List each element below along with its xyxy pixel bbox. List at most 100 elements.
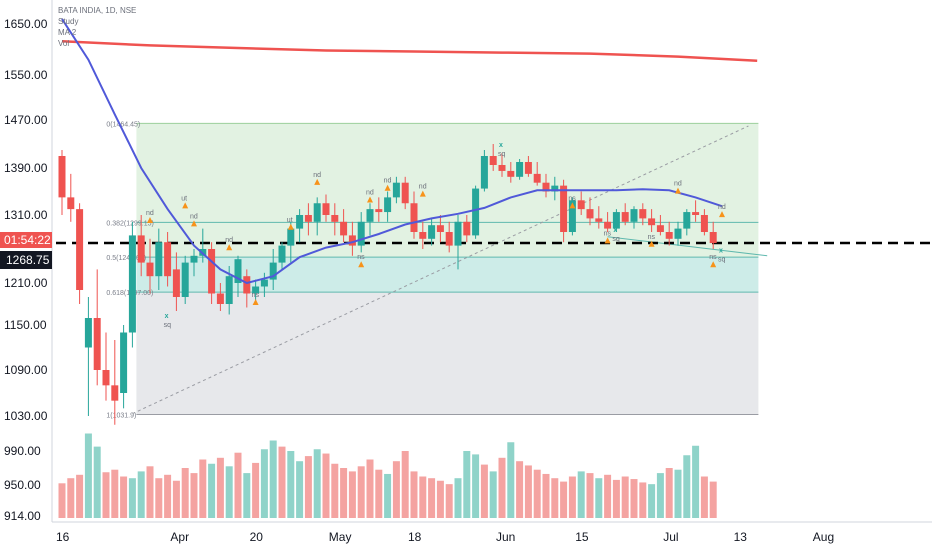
sq-marker-label: sq [498, 151, 506, 158]
candle-body[interactable] [120, 332, 128, 394]
volume-bar [357, 466, 365, 518]
candle-body[interactable] [700, 215, 708, 232]
candle-body[interactable] [172, 269, 180, 297]
time-axis[interactable]: 16 Apr 20 May 18 Jun 15 Jul 13 Aug [52, 521, 932, 544]
time-tick-label: 13 [734, 530, 748, 544]
candle-body[interactable] [392, 182, 400, 198]
candle-body[interactable] [243, 276, 251, 294]
price-tick-label: 1210.00 [4, 276, 48, 290]
candle-body[interactable] [216, 293, 224, 305]
candle-body[interactable] [322, 203, 330, 215]
candle-body[interactable] [498, 165, 506, 171]
candle-body[interactable] [551, 185, 559, 192]
volume-bar [533, 469, 541, 518]
candle-body[interactable] [674, 228, 682, 239]
candle-body[interactable] [128, 235, 136, 333]
candle-body[interactable] [181, 262, 189, 297]
candle-body[interactable] [296, 215, 304, 229]
candle-body[interactable] [648, 218, 656, 226]
candle-body[interactable] [146, 262, 154, 277]
candle-body[interactable] [375, 209, 383, 213]
candle-body[interactable] [67, 197, 75, 210]
triangle-marker [367, 196, 373, 203]
candle-body[interactable] [445, 232, 453, 246]
candle-body[interactable] [76, 209, 84, 290]
candle-body[interactable] [568, 200, 576, 232]
candle-body[interactable] [454, 221, 462, 246]
candle-body[interactable] [260, 279, 268, 287]
candle-body[interactable] [507, 170, 515, 177]
candles[interactable] [58, 144, 717, 425]
candle-body[interactable] [287, 228, 295, 246]
candle-body[interactable] [621, 212, 629, 222]
sq-marker: x [499, 142, 503, 149]
support-trendline[interactable] [607, 236, 768, 257]
candle-body[interactable] [560, 185, 568, 232]
candle-body[interactable] [357, 221, 365, 246]
candle-body[interactable] [472, 188, 480, 236]
candle-body[interactable] [278, 245, 286, 263]
candle-body[interactable] [516, 162, 524, 177]
candle-body[interactable] [656, 225, 664, 232]
candle-body[interactable] [164, 242, 172, 277]
candle-body[interactable] [410, 203, 418, 232]
candle-body[interactable] [463, 221, 471, 236]
candle-body[interactable] [665, 232, 673, 239]
candle-body[interactable] [102, 370, 110, 386]
candle-body[interactable] [111, 385, 119, 401]
price-badges: 01:54:22 1268.75 [0, 232, 52, 269]
moving-averages [61, 18, 758, 285]
candle-body[interactable] [331, 215, 339, 222]
candle-body[interactable] [313, 203, 321, 222]
candle-body[interactable] [480, 156, 488, 189]
volume-bar [472, 454, 480, 518]
candle-body[interactable] [595, 218, 603, 222]
candle-body[interactable] [190, 255, 198, 263]
candle-body[interactable] [225, 276, 233, 304]
candle-body[interactable] [612, 212, 620, 229]
candle-body[interactable] [384, 197, 392, 213]
candle-body[interactable] [709, 232, 717, 244]
candle-body[interactable] [586, 209, 594, 219]
candle-body[interactable] [683, 212, 691, 229]
candle-body[interactable] [366, 209, 374, 222]
candle-body[interactable] [137, 235, 145, 263]
volume-bar [436, 480, 444, 518]
candle-body[interactable] [234, 259, 242, 283]
dotted-trendline[interactable] [132, 125, 749, 415]
volume-bar [463, 451, 471, 518]
trendlines[interactable] [56, 125, 932, 415]
volume-bar [480, 464, 488, 518]
candle-body[interactable] [84, 318, 92, 348]
candle-body[interactable] [436, 225, 444, 232]
candle-body[interactable] [639, 209, 647, 219]
candle-body[interactable] [428, 225, 436, 239]
candle-body[interactable] [401, 182, 409, 204]
candle-body[interactable] [419, 232, 427, 239]
candle-body[interactable] [208, 249, 216, 294]
candle-body[interactable] [348, 235, 356, 246]
volume-bar [454, 478, 462, 518]
candle-body[interactable] [93, 318, 101, 370]
candle-body[interactable] [252, 286, 260, 294]
candle-body[interactable] [489, 156, 497, 165]
candle-body[interactable] [542, 182, 550, 192]
countdown-badge-text: 01:54:22 [4, 233, 51, 247]
candle-body[interactable] [533, 173, 541, 183]
candle-body[interactable] [630, 209, 638, 222]
candle-body[interactable] [340, 221, 348, 236]
candle-body[interactable] [604, 221, 612, 229]
candle-body[interactable] [58, 156, 66, 198]
candle-body[interactable] [524, 162, 532, 174]
candle-body[interactable] [577, 200, 585, 210]
last-price-badge-text: 1268.75 [6, 253, 50, 267]
candle-body[interactable] [269, 262, 277, 280]
candle-body[interactable] [304, 215, 312, 222]
candle-body[interactable] [155, 242, 163, 277]
fib-retracement[interactable]: 0(1464.45)0.382(1299.15)0.5(1248.05)0.61… [106, 121, 759, 420]
candle-body[interactable] [692, 212, 700, 215]
nd-marker-label: nd [366, 189, 374, 196]
price-axis[interactable]: 1650.00 1550.00 1470.00 1390.00 1310.00 1210.… [4, 0, 53, 523]
